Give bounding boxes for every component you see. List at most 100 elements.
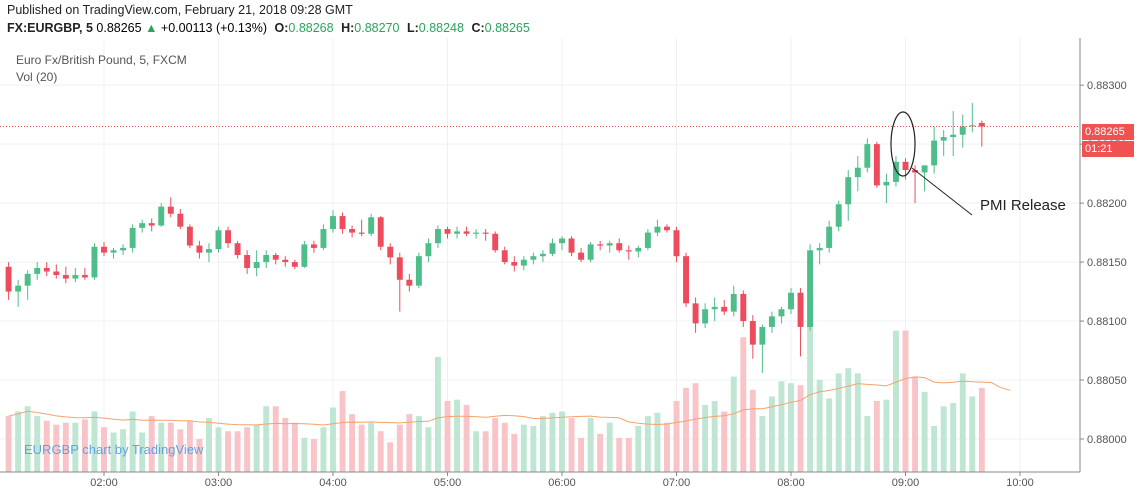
candle-body — [110, 250, 117, 253]
candle-body — [530, 256, 537, 260]
candle-body — [606, 243, 613, 246]
volume-bar — [5, 416, 12, 472]
symbol-label[interactable]: FX:EURGBP, 5 — [7, 21, 93, 35]
candle — [463, 226, 470, 237]
candle — [158, 203, 165, 227]
volume-bar — [873, 400, 880, 472]
volume-bar — [597, 433, 604, 472]
high-label: H: — [341, 21, 355, 35]
volume-indicator-label[interactable]: Vol (20) — [16, 70, 58, 84]
candle-body — [559, 238, 565, 244]
volume-bar — [196, 439, 203, 472]
published-line: Published on TradingView.com, February 2… — [7, 3, 353, 17]
volume-bar — [854, 373, 861, 472]
last-price-tag: 0.88265 — [1082, 124, 1134, 140]
candle-body — [406, 279, 413, 286]
candle-body — [883, 181, 890, 186]
pmi-arrow-line — [911, 167, 973, 216]
candle — [301, 240, 308, 268]
candle-body — [940, 137, 947, 141]
candle-body — [215, 230, 222, 250]
candle — [244, 250, 251, 274]
volume-bar — [912, 376, 918, 472]
volume-bar — [625, 437, 632, 472]
volume-bar — [215, 427, 222, 472]
volume-bar — [616, 437, 623, 472]
candle — [291, 259, 298, 270]
candle — [673, 226, 680, 263]
candle-body — [5, 266, 12, 292]
candle — [702, 303, 709, 329]
y-tick-label: 0.88050 — [1087, 375, 1127, 387]
candle — [234, 240, 241, 259]
x-tick-label: 06:00 — [548, 477, 576, 489]
low-value: 0.88248 — [418, 21, 464, 35]
candle — [368, 213, 375, 237]
candle — [568, 236, 575, 257]
candle-body — [816, 247, 823, 251]
volume-bar — [826, 398, 833, 472]
candle — [215, 226, 222, 253]
volume-bar — [177, 429, 184, 472]
candle — [81, 267, 88, 280]
volume-bar — [101, 427, 107, 472]
candle-body — [301, 244, 308, 267]
candle-body — [511, 262, 518, 266]
pmi-highlight-ellipse — [890, 111, 916, 177]
volume-bar — [950, 402, 957, 472]
volume-bar — [702, 404, 709, 472]
candle-body — [167, 206, 174, 214]
volume-bar — [730, 376, 737, 472]
candle — [950, 111, 957, 156]
candle-body — [826, 226, 833, 248]
candle-body — [721, 306, 728, 312]
candle-body — [587, 244, 594, 260]
pmi-release-annotation: PMI Release — [980, 197, 1066, 214]
candle — [520, 256, 527, 271]
candle-body — [377, 217, 384, 247]
candle — [883, 173, 890, 204]
candle — [940, 129, 947, 156]
candle-body — [664, 226, 670, 231]
volume-bar — [549, 412, 556, 472]
volume-bar — [62, 422, 69, 472]
volume-bar — [749, 389, 756, 472]
candle — [435, 225, 441, 248]
candle-body — [597, 244, 604, 246]
candle-body — [120, 247, 127, 251]
candle — [654, 219, 661, 237]
candle-body — [320, 229, 327, 248]
x-tick-label: 07:00 — [663, 477, 691, 489]
candle — [864, 138, 871, 173]
candle-body — [635, 247, 642, 252]
candle — [24, 270, 31, 300]
candle — [721, 299, 728, 316]
candle — [110, 247, 117, 259]
volume-bar — [788, 383, 794, 472]
candle-body — [749, 321, 756, 345]
candle — [339, 212, 346, 234]
candlestick-chart[interactable]: 0.883000.882500.882000.881500.881000.880… — [0, 38, 1138, 497]
volume-bar — [234, 431, 241, 472]
candle-body — [206, 249, 212, 253]
candle-body — [854, 167, 861, 178]
tradingview-watermark[interactable]: EURGBP chart by TradingView — [24, 442, 204, 457]
volume-bar — [282, 418, 289, 472]
volume-bar — [81, 419, 88, 472]
candle-body — [24, 273, 31, 286]
candle-body — [225, 230, 231, 244]
candle-body — [330, 216, 336, 230]
volume-bar — [377, 431, 384, 472]
volume-bar — [664, 422, 670, 472]
candle-body — [186, 226, 193, 246]
volume-bar — [120, 429, 127, 472]
volume-bar — [673, 400, 680, 472]
volume-ma-line — [8, 376, 1011, 426]
candle — [835, 200, 842, 232]
volume-bar — [387, 442, 394, 472]
candle — [473, 229, 480, 239]
candle-body — [272, 255, 279, 260]
candle — [530, 252, 537, 265]
candle — [263, 250, 270, 268]
candle — [425, 238, 432, 263]
